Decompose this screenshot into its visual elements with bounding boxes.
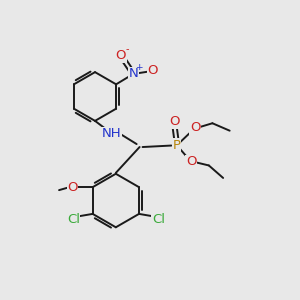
Text: O: O: [67, 181, 78, 194]
Text: O: O: [169, 115, 180, 128]
Text: +: +: [135, 63, 142, 72]
Text: O: O: [147, 64, 158, 77]
Text: O: O: [116, 49, 126, 62]
Text: NH: NH: [101, 128, 121, 140]
Text: N: N: [128, 68, 138, 80]
Text: O: O: [186, 155, 196, 168]
Text: P: P: [173, 139, 181, 152]
Text: O: O: [190, 121, 200, 134]
Text: -: -: [125, 44, 129, 54]
Text: Cl: Cl: [67, 213, 80, 226]
Text: Cl: Cl: [152, 213, 165, 226]
